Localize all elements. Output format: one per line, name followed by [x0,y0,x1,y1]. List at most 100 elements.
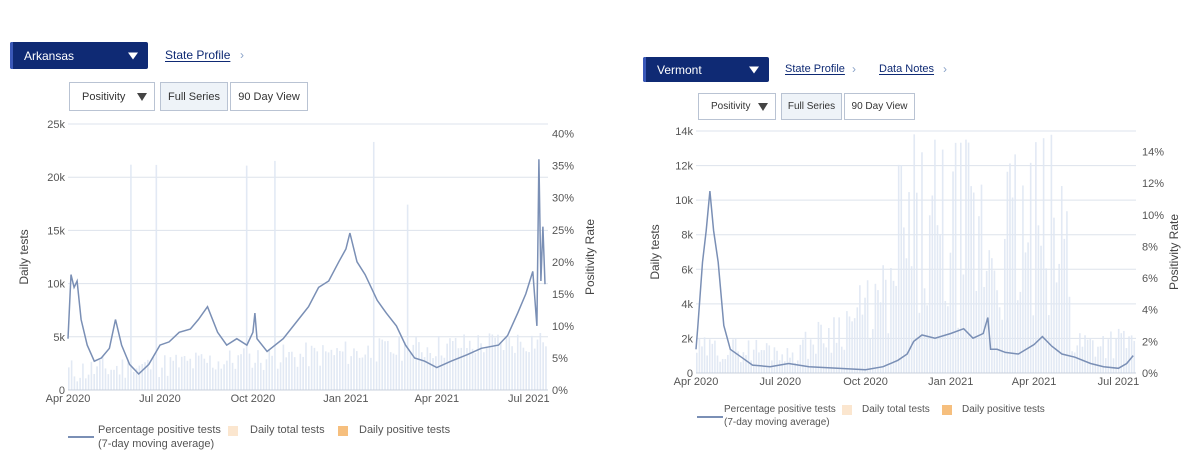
daily-total-bar [934,139,936,373]
daily-total-bar [116,365,118,390]
daily-total-bar [539,332,542,390]
daily-total-bar [437,336,440,390]
daily-total-bar [195,352,197,390]
y2-tick-label: 5% [552,353,568,365]
y-tick-label: 25k [47,119,65,131]
y-tick-label: 0 [59,385,65,397]
daily-total-bar [734,338,737,373]
daily-total-bar [1089,338,1092,373]
daily-total-bar [928,215,931,373]
daily-total-bar [1024,252,1027,373]
daily-total-bar [732,339,734,373]
daily-total-bar [716,355,719,373]
daily-total-bar [843,349,846,373]
daily-total-bar [313,347,316,390]
y-axis-title: Daily tests [17,229,31,284]
daily-total-bar [274,160,276,390]
y2-tick-label: 30% [552,193,574,205]
daily-total-bar [719,361,721,373]
legend-positivity-label-2: (7-day moving average) [98,438,215,450]
daily-total-bar [293,357,296,390]
daily-total-bar [285,357,288,390]
daily-total-bar [291,351,293,390]
daily-total-bar [471,348,474,390]
metric-select-value: Positivity [711,101,751,112]
full-series-button[interactable]: Full Series [781,93,842,120]
state-select[interactable]: Arkansas [10,42,148,69]
daily-total-bar [1120,333,1123,373]
daily-total-bar [497,334,499,390]
data-notes-link[interactable]: Data Notes [879,63,935,75]
daily-total-bar [381,339,384,390]
daily-total-bar [944,300,947,373]
daily-total-bar [130,164,132,390]
daily-total-bar [1045,268,1048,373]
daily-total-bar [90,361,93,390]
daily-total-bar [864,297,866,373]
full-series-button[interactable]: Full Series [160,82,228,111]
ninety-day-view-button[interactable]: 90 Day View [844,93,915,120]
ninety-day-view-button[interactable]: 90 Day View [230,82,308,111]
daily-total-bar [765,343,768,373]
daily-total-bar [502,350,505,390]
x-tick-label: Apr 2021 [1012,376,1057,388]
daily-total-bar [468,340,471,390]
daily-total-bar [752,349,755,373]
state-profile-link[interactable]: State Profile [165,48,231,62]
daily-total-bar [483,352,485,390]
daily-total-bar [1040,245,1042,373]
daily-total-bar [859,285,861,373]
daily-total-bar [1050,134,1053,373]
daily-total-bar [1071,351,1073,373]
state-profile-link[interactable]: State Profile [785,63,845,75]
daily-total-bar [965,139,967,373]
daily-total-bar [395,354,398,390]
daily-total-bar [802,339,804,373]
daily-total-bar [905,258,908,373]
daily-total-bar [144,362,146,390]
daily-total-bar [724,359,727,373]
daily-total-bar [1073,352,1076,373]
y2-tick-label: 14% [1142,147,1164,159]
x-tick-label: Jul 2021 [508,393,550,405]
daily-total-bar [429,352,432,390]
daily-total-bar [742,352,745,373]
daily-total-bar [913,134,916,373]
daily-total-bar [1128,336,1130,373]
daily-total-bar [463,334,465,390]
metric-select-value: Positivity [82,90,126,103]
daily-total-bar [406,204,409,390]
select-edge [10,42,13,69]
state-select[interactable]: Vermont [643,57,769,82]
daily-total-bar [155,164,158,390]
daily-total-bar [851,321,853,373]
daily-total-bar [212,367,214,390]
daily-total-bar [508,336,511,390]
daily-total-bar [426,347,429,390]
daily-total-bar [231,362,234,390]
daily-total-bar [158,377,160,390]
daily-total-bar [830,352,833,373]
daily-total-bar [164,355,166,390]
daily-total-bar [1107,339,1110,373]
daily-total-bar [887,333,890,373]
daily-total-bar [178,367,180,390]
daily-total-bar [897,164,900,373]
legend-positive-label: Daily positive tests [962,404,1045,415]
daily-total-bar [1099,346,1102,373]
metric-select[interactable]: Positivity [69,82,155,111]
daily-total-bar [367,345,369,390]
daily-total-bar [993,270,996,373]
daily-total-bar [251,367,254,390]
metric-select[interactable]: Positivity [698,93,776,120]
daily-total-bar [882,265,884,373]
daily-total-bar [322,345,324,390]
daily-total-bar [488,333,491,390]
daily-total-bar [856,307,859,373]
daily-total-bar [890,268,892,373]
daily-total-bar [528,352,530,390]
daily-total-bar [820,324,822,373]
daily-total-bar [192,368,194,390]
daily-total-bar [1016,300,1019,373]
daily-total-bar [336,348,338,390]
